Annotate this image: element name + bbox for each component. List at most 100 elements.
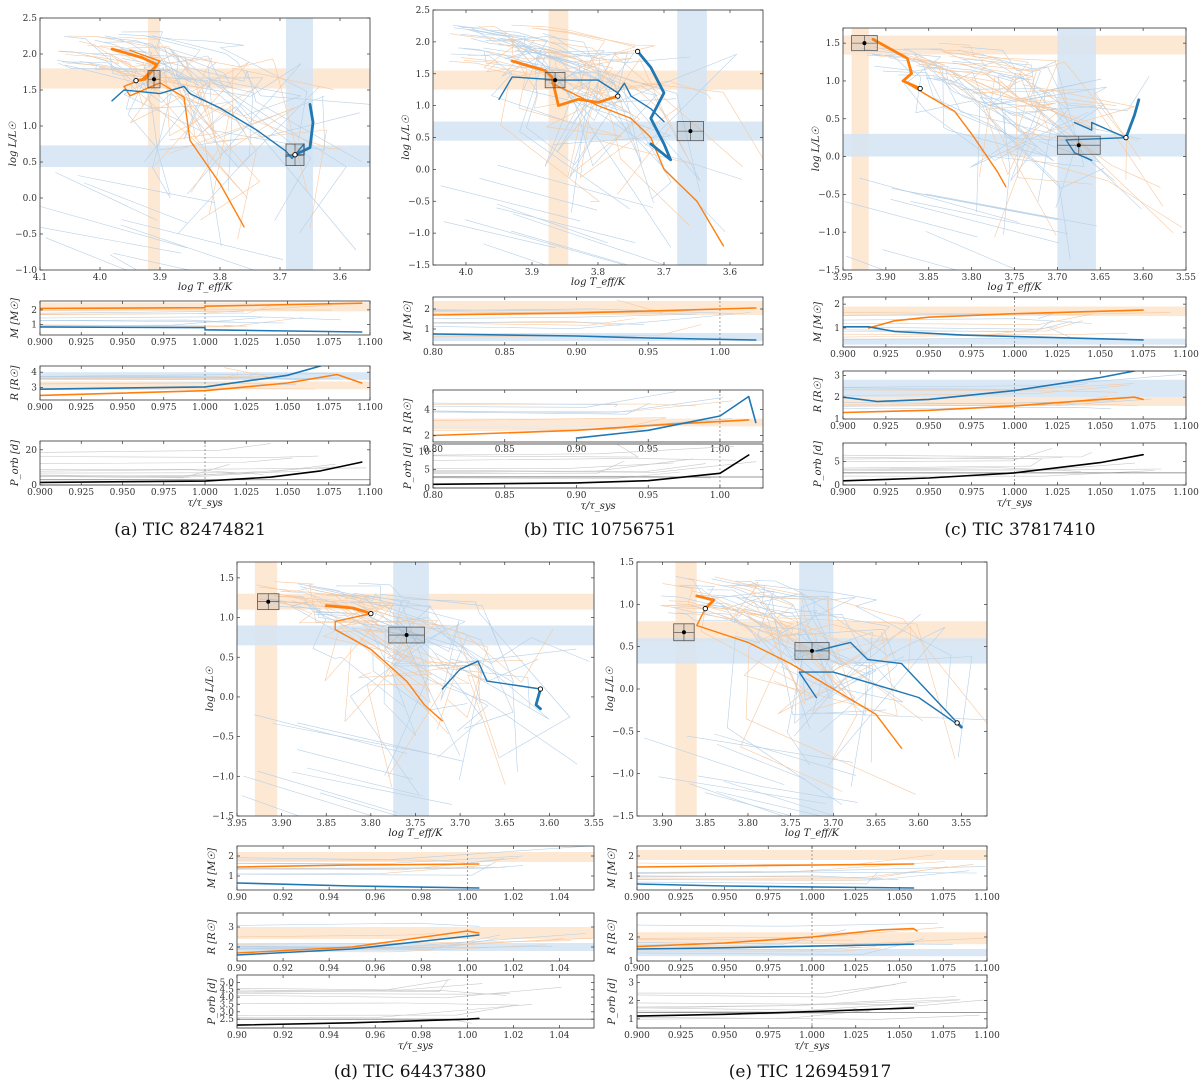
hrd-c-plot-area bbox=[843, 28, 1186, 270]
hrd-x-tick-label: 3.75 bbox=[1004, 273, 1024, 283]
primary-obs-point bbox=[553, 78, 558, 83]
secondary-faint-track bbox=[433, 313, 697, 319]
secondary-ms-faint-track bbox=[443, 221, 556, 249]
sub-panel-e-0: 0.900 0.925 0.950 0.975 1.000 1.025 1.050 1.075… bbox=[607, 845, 1000, 903]
primary-faint-track bbox=[291, 600, 470, 787]
hrd-y-tick-label: 0.5 bbox=[23, 158, 38, 168]
secondary-ms-faint-track bbox=[882, 249, 958, 270]
secondary-ms-faint-track bbox=[307, 767, 423, 797]
orbit-faint-track bbox=[433, 471, 681, 479]
primary-band bbox=[40, 381, 370, 390]
sub-x-tick-label: 0.950 bbox=[712, 964, 738, 974]
primary-faint-track bbox=[538, 28, 763, 159]
sub-x-tick-label: 1.100 bbox=[1173, 350, 1199, 360]
secondary-faint-track bbox=[861, 48, 1027, 161]
secondary-faint-track bbox=[237, 934, 500, 950]
sub-d-0-plot-area bbox=[237, 846, 594, 890]
secondary-ms-faint-track bbox=[724, 781, 832, 816]
sub-y-tick-label: 1 bbox=[31, 321, 37, 331]
secondary-faint-track bbox=[314, 614, 578, 765]
secondary-ms-faint-track bbox=[112, 252, 191, 270]
orbit-faint-track bbox=[433, 458, 693, 473]
sub-y-tick-label: 2 bbox=[424, 305, 430, 315]
primary-faint-track bbox=[40, 388, 316, 390]
secondary-track bbox=[441, 660, 542, 690]
sub-y-axis-label: P_orb [d] bbox=[10, 440, 21, 487]
secondary-faint-track bbox=[237, 922, 480, 927]
sub-x-tick-label: 1.000 bbox=[799, 1031, 825, 1041]
primary-faint-track bbox=[273, 592, 458, 730]
secondary-faint-track bbox=[675, 585, 887, 715]
secondary-faint-track bbox=[515, 49, 726, 232]
sub-x-tick-label: 0.92 bbox=[273, 893, 293, 903]
sub-x-tick-label: 0.95 bbox=[638, 348, 658, 358]
primary-faint-track bbox=[79, 41, 257, 239]
sub-x-tick-label: 0.950 bbox=[712, 1031, 738, 1041]
sub-y-axis-label: R [R☉] bbox=[207, 919, 218, 955]
hrd-x-tick-label: 3.8 bbox=[591, 268, 606, 278]
secondary-band bbox=[40, 372, 370, 380]
secondary-faint-track bbox=[458, 47, 656, 167]
hrd-x-tick-label: 4.0 bbox=[459, 268, 474, 278]
hrd-y-tick-label: −1.5 bbox=[212, 812, 234, 822]
secondary-faint-track bbox=[152, 35, 370, 105]
primary-model-marker bbox=[615, 93, 621, 99]
secondary-ms-faint-track bbox=[846, 255, 885, 270]
primary-curve bbox=[40, 373, 363, 397]
sub-y-tick-label: 2 bbox=[228, 943, 234, 953]
primary-track-current bbox=[110, 47, 159, 82]
sub-x-tick-label: 1.000 bbox=[1002, 350, 1028, 360]
secondary-ms-faint-track bbox=[479, 178, 598, 211]
secondary-ms-faint-track bbox=[257, 770, 398, 813]
primary-faint-track bbox=[953, 62, 1164, 207]
secondary-faint-track bbox=[757, 584, 952, 712]
secondary-faint-track bbox=[485, 40, 658, 96]
sub-x-tick-label: 1.00 bbox=[457, 1031, 477, 1041]
hrd-x-tick-label: 3.55 bbox=[584, 819, 604, 829]
orbit-faint-track bbox=[237, 1005, 513, 1016]
sub-x-tick-label: 0.92 bbox=[273, 964, 293, 974]
orbit-faint-track bbox=[843, 467, 1052, 471]
hrd-x-tick-label: 3.85 bbox=[316, 819, 336, 829]
sub-panel-b-2: 0.80 0.85 0.90 0.95 1.00 0 5 10 P_orb [d] τ/τ_sys bbox=[403, 443, 764, 512]
sub-x-tick-label: 0.900 bbox=[27, 488, 53, 498]
sub-x-tick-label: 1.000 bbox=[1002, 488, 1028, 498]
sub-x-tick-label: 1.04 bbox=[549, 893, 569, 903]
primary-faint-track bbox=[433, 417, 667, 431]
secondary-faint-track bbox=[888, 57, 1089, 168]
secondary-faint-track bbox=[711, 578, 856, 687]
sub-panel-a-2: 0.900 0.925 0.950 0.975 1.000 1.025 1.050 1.075… bbox=[10, 440, 383, 509]
sub-x-tick-label: 1.00 bbox=[710, 491, 730, 501]
secondary-curve bbox=[237, 882, 480, 889]
secondary-ms-faint-track bbox=[272, 723, 432, 755]
secondary-faint-track bbox=[270, 600, 405, 708]
secondary-ms-faint-track bbox=[496, 207, 636, 243]
secondary-ms-faint-track bbox=[497, 164, 653, 208]
sub-x-tick-label: 0.90 bbox=[227, 1031, 247, 1041]
secondary-faint-track bbox=[742, 596, 861, 668]
sub-y-tick-label: 1 bbox=[628, 1015, 634, 1025]
secondary-faint-track bbox=[637, 946, 877, 951]
hrd-x-tick-label: 3.55 bbox=[1176, 273, 1196, 283]
sub-x-tick-label: 0.975 bbox=[755, 1031, 781, 1041]
sub-x-tick-label: 0.925 bbox=[68, 403, 94, 413]
sub-x-tick-label: 0.950 bbox=[110, 338, 136, 348]
hrd-y-tick-label: −1.5 bbox=[818, 266, 840, 276]
secondary-faint-track bbox=[40, 311, 245, 314]
hrd-y-axis-label: log L/L☉ bbox=[205, 666, 216, 711]
primary-band bbox=[843, 306, 1186, 317]
hrd-y-tick-label: −1.0 bbox=[612, 770, 634, 780]
secondary-faint-track bbox=[463, 48, 671, 248]
secondary-faint-track bbox=[40, 377, 340, 380]
hrd-panel-e: 3.90 3.85 3.80 3.75 3.70 3.65 3.60 3.55 −1.5 −1.0… bbox=[605, 558, 988, 839]
sub-x-tick-label: 0.925 bbox=[668, 1031, 694, 1041]
sub-x-tick-label: 1.050 bbox=[887, 1031, 913, 1041]
sub-x-tick-label: 0.90 bbox=[227, 964, 247, 974]
sub-y-tick-label: 4.5 bbox=[220, 986, 235, 996]
secondary-ms-faint-track bbox=[241, 795, 300, 816]
secondary-curve bbox=[40, 366, 322, 390]
secondary-obs-point bbox=[1076, 143, 1081, 148]
hrd-y-tick-label: 0.0 bbox=[826, 153, 841, 163]
primary-obs-point bbox=[681, 630, 686, 635]
